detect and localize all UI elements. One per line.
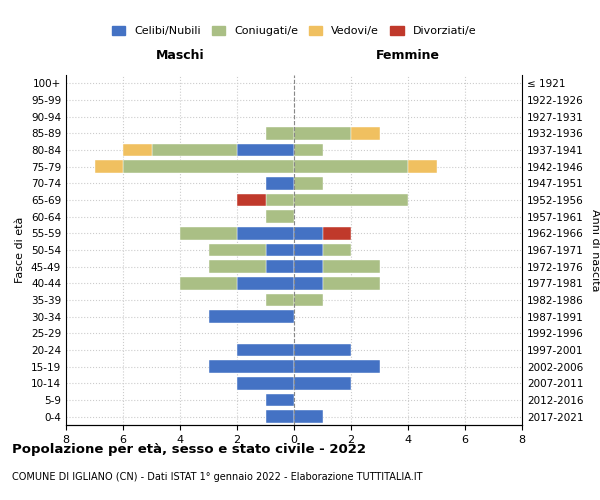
Bar [209, 310, 294, 323]
Bar [323, 277, 380, 289]
Bar [294, 377, 351, 390]
Bar [265, 127, 294, 140]
Bar [237, 277, 294, 289]
Bar [151, 144, 237, 156]
Bar [265, 177, 294, 190]
Bar [351, 127, 380, 140]
Bar [294, 360, 380, 373]
Bar [294, 227, 323, 239]
Bar [265, 194, 294, 206]
Bar [294, 160, 408, 173]
Bar [294, 127, 351, 140]
Text: COMUNE DI IGLIANO (CN) - Dati ISTAT 1° gennaio 2022 - Elaborazione TUTTITALIA.IT: COMUNE DI IGLIANO (CN) - Dati ISTAT 1° g… [12, 472, 422, 482]
Bar [294, 194, 408, 206]
Bar [294, 144, 323, 156]
Bar [294, 294, 323, 306]
Text: Femmine: Femmine [376, 48, 440, 62]
Bar [294, 277, 323, 289]
Bar [265, 244, 294, 256]
Bar [323, 244, 351, 256]
Bar [237, 344, 294, 356]
Bar [237, 227, 294, 239]
Text: Maschi: Maschi [155, 48, 205, 62]
Bar [265, 410, 294, 423]
Bar [294, 260, 323, 273]
Bar [237, 144, 294, 156]
Bar [294, 410, 323, 423]
Bar [294, 344, 351, 356]
Bar [237, 377, 294, 390]
Y-axis label: Anni di nascita: Anni di nascita [590, 209, 600, 291]
Bar [180, 227, 237, 239]
Bar [294, 177, 323, 190]
Bar [180, 277, 237, 289]
Bar [408, 160, 437, 173]
Bar [209, 360, 294, 373]
Bar [209, 244, 265, 256]
Bar [237, 194, 265, 206]
Bar [265, 210, 294, 223]
Bar [123, 144, 151, 156]
Legend: Celibi/Nubili, Coniugati/e, Vedovi/e, Divorziati/e: Celibi/Nubili, Coniugati/e, Vedovi/e, Di… [107, 21, 481, 40]
Y-axis label: Fasce di età: Fasce di età [16, 217, 25, 283]
Bar [123, 160, 294, 173]
Bar [323, 227, 351, 239]
Bar [265, 294, 294, 306]
Text: Popolazione per età, sesso e stato civile - 2022: Popolazione per età, sesso e stato civil… [12, 442, 366, 456]
Bar [323, 260, 380, 273]
Bar [209, 260, 265, 273]
Bar [265, 394, 294, 406]
Bar [95, 160, 123, 173]
Bar [265, 260, 294, 273]
Bar [294, 244, 323, 256]
